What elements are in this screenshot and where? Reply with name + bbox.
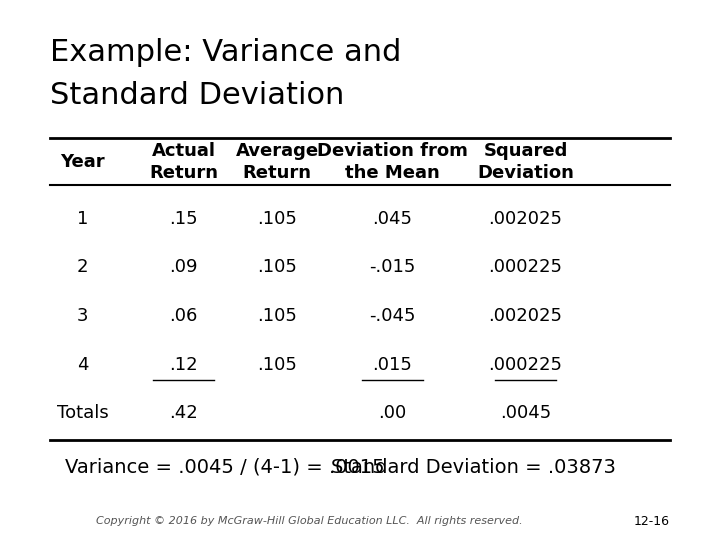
Text: .002025: .002025	[489, 210, 562, 228]
Text: Example: Variance and: Example: Variance and	[50, 38, 402, 67]
Text: .12: .12	[169, 355, 198, 374]
Text: 1: 1	[77, 210, 89, 228]
Text: .000225: .000225	[489, 355, 562, 374]
Text: .105: .105	[257, 355, 297, 374]
Text: -.015: -.015	[369, 258, 415, 276]
Text: .045: .045	[372, 210, 413, 228]
Text: Actual
Return: Actual Return	[149, 142, 218, 182]
Text: Year: Year	[60, 153, 105, 171]
Text: 4: 4	[77, 355, 89, 374]
Text: .15: .15	[169, 210, 198, 228]
Text: Copyright © 2016 by McGraw-Hill Global Education LLC.  All rights reserved.: Copyright © 2016 by McGraw-Hill Global E…	[96, 516, 523, 526]
Text: Standard Deviation: Standard Deviation	[50, 81, 345, 110]
Text: 12-16: 12-16	[634, 515, 670, 528]
Text: .09: .09	[169, 258, 198, 276]
Text: .002025: .002025	[489, 307, 562, 325]
Text: Squared
Deviation: Squared Deviation	[477, 142, 574, 182]
Text: Totals: Totals	[57, 404, 109, 422]
Text: .42: .42	[169, 404, 198, 422]
Text: .015: .015	[372, 355, 413, 374]
Text: .105: .105	[257, 307, 297, 325]
Text: 2: 2	[77, 258, 89, 276]
Text: Standard Deviation = .03873: Standard Deviation = .03873	[331, 457, 616, 477]
Text: .000225: .000225	[489, 258, 562, 276]
Text: -.045: -.045	[369, 307, 415, 325]
Text: Deviation from
the Mean: Deviation from the Mean	[317, 142, 468, 182]
Text: .0045: .0045	[500, 404, 552, 422]
Text: .00: .00	[378, 404, 407, 422]
Text: .105: .105	[257, 258, 297, 276]
Text: 3: 3	[77, 307, 89, 325]
Text: Variance = .0045 / (4-1) = .0015: Variance = .0045 / (4-1) = .0015	[65, 457, 384, 477]
Text: .06: .06	[169, 307, 198, 325]
Text: .105: .105	[257, 210, 297, 228]
Text: Average
Return: Average Return	[235, 142, 319, 182]
